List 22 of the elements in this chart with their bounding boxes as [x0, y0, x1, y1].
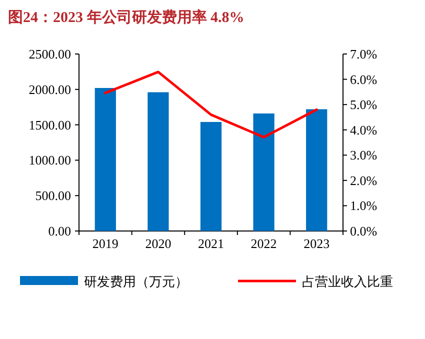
- legend-label: 研发费用（万元）: [84, 274, 188, 289]
- y-tick-label: 1000.00: [28, 152, 71, 168]
- y-tick-label: 500.00: [35, 188, 71, 204]
- x-tick-label: 2023: [304, 236, 330, 251]
- y-tick-label: 2500.00: [28, 46, 71, 62]
- y2-tick-label: 2.0%: [350, 172, 378, 188]
- y-tick-label: 1500.00: [28, 117, 71, 132]
- y-tick-label: 0.00: [48, 224, 71, 238]
- y2-tick-label: 3.0%: [350, 148, 378, 163]
- y2-tick-label: 7.0%: [350, 46, 378, 62]
- x-tick-label: 2019: [92, 236, 118, 251]
- y-tick-label: 2000.00: [28, 82, 71, 97]
- x-tick-label: 2021: [198, 236, 224, 251]
- x-tick-label: 2020: [145, 236, 172, 251]
- y2-tick-label: 1.0%: [350, 198, 378, 214]
- y2-tick-label: 4.0%: [350, 122, 378, 138]
- legend-label: 占营业收入比重: [302, 274, 393, 289]
- y2-tick-label: 5.0%: [350, 97, 378, 112]
- y2-tick-label: 0.0%: [350, 224, 378, 238]
- x-tick-label: 2022: [250, 236, 277, 251]
- chart-title: 图24：2023 年公司研发费用率 4.8%: [8, 8, 244, 26]
- y2-tick-label: 6.0%: [350, 72, 378, 87]
